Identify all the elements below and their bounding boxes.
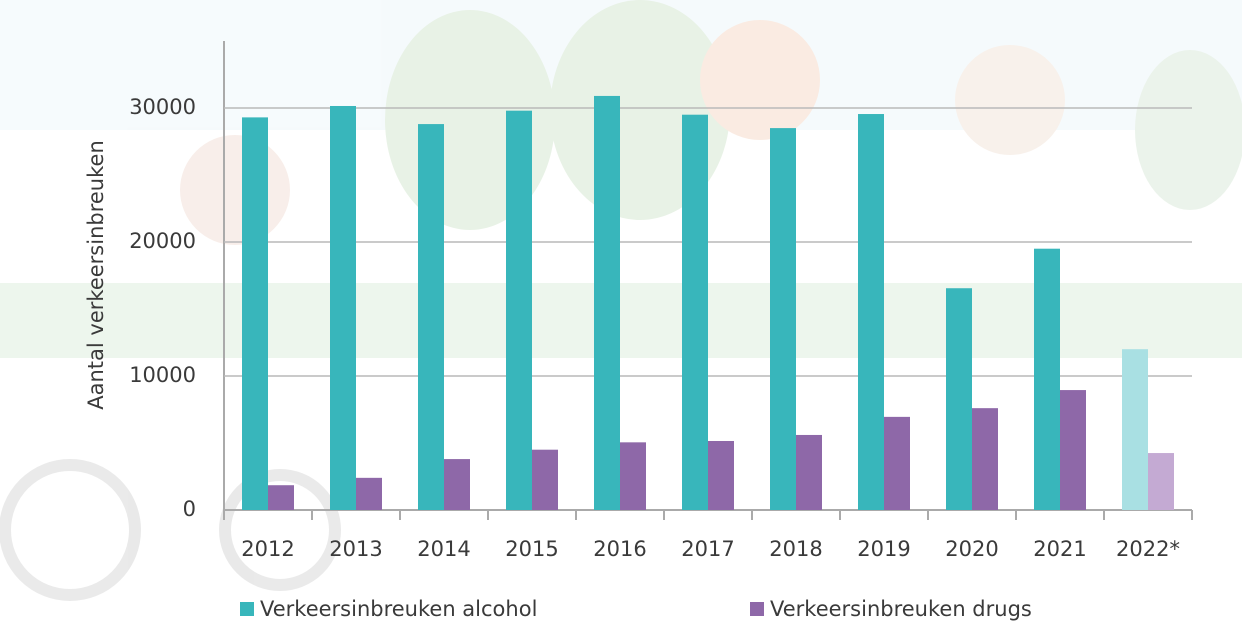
bar — [620, 442, 646, 510]
legend-swatch — [750, 602, 764, 616]
x-tick-label: 2019 — [857, 537, 910, 561]
y-tick-label: 30000 — [129, 95, 196, 119]
x-tick-label: 2015 — [505, 537, 558, 561]
bar — [330, 106, 356, 510]
x-tick-label: 2022* — [1116, 537, 1180, 561]
bar — [682, 115, 708, 510]
bar — [532, 450, 558, 510]
bar — [972, 408, 998, 510]
bar — [418, 124, 444, 510]
bar — [444, 459, 470, 510]
bar — [770, 128, 796, 510]
bar — [708, 441, 734, 510]
bar — [242, 117, 268, 510]
x-tick-label: 2016 — [593, 537, 646, 561]
bar — [594, 96, 620, 510]
x-tick-label: 2014 — [417, 537, 470, 561]
legend-label: Verkeersinbreuken alcohol — [260, 597, 537, 621]
bar — [356, 478, 382, 510]
bar — [1034, 249, 1060, 510]
bar — [1148, 453, 1174, 510]
legend-label: Verkeersinbreuken drugs — [770, 597, 1032, 621]
x-tick-label: 2013 — [329, 537, 382, 561]
bar — [1060, 390, 1086, 510]
bar — [1122, 349, 1148, 510]
bar — [946, 288, 972, 510]
bar — [884, 417, 910, 510]
bar — [858, 114, 884, 510]
bar — [796, 435, 822, 510]
x-tick-label: 2017 — [681, 537, 734, 561]
y-tick-label: 10000 — [129, 363, 196, 387]
y-axis-label: Aantal verkeersinbreuken — [84, 140, 108, 409]
legend-swatch — [240, 602, 254, 616]
bar — [268, 485, 294, 510]
x-tick-label: 2021 — [1033, 537, 1086, 561]
y-tick-label: 0 — [183, 497, 196, 521]
bar — [506, 111, 532, 510]
x-tick-label: 2020 — [945, 537, 998, 561]
y-tick-label: 20000 — [129, 229, 196, 253]
x-tick-label: 2012 — [241, 537, 294, 561]
chart: Aantal verkeersinbreuken 0 10000 20000 3000… — [0, 0, 1242, 641]
x-tick-label: 2018 — [769, 537, 822, 561]
